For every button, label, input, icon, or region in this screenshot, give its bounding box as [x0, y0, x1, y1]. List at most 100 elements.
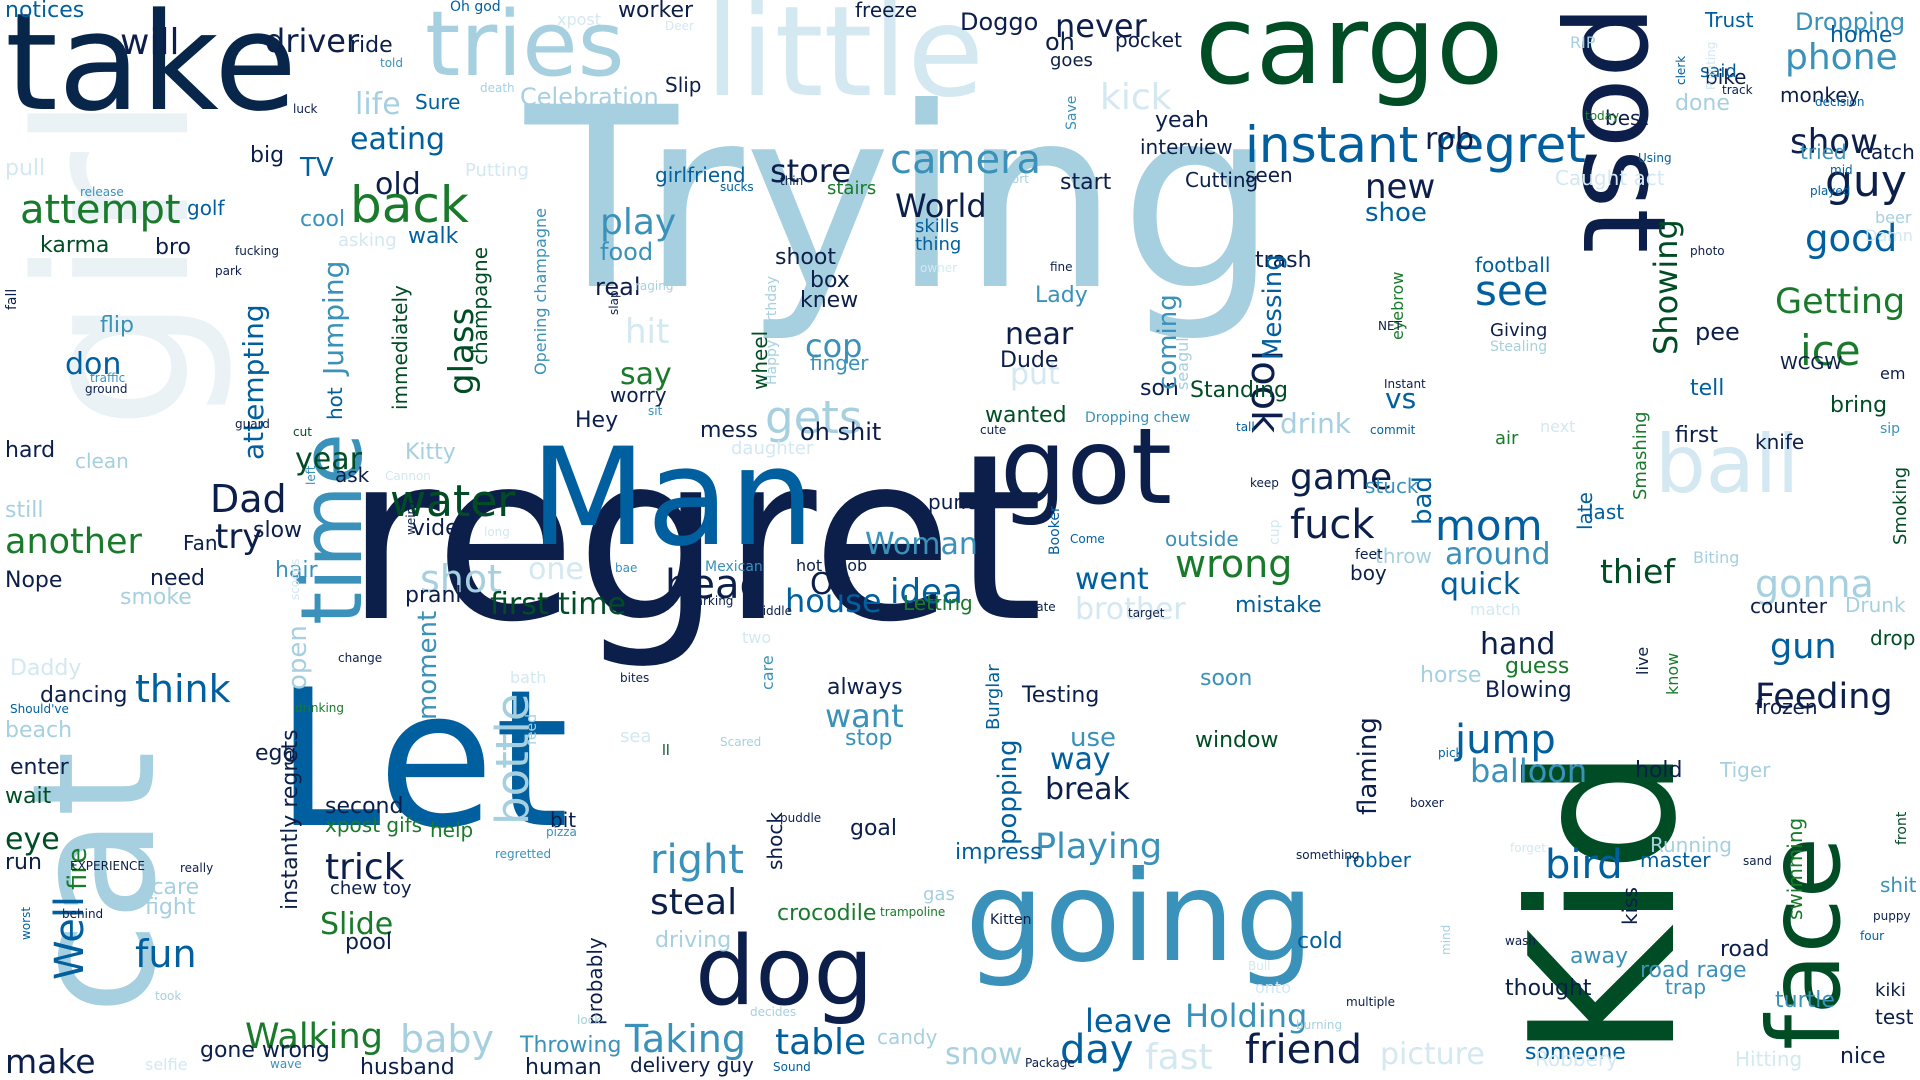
word-beach: beach — [5, 718, 73, 743]
word-oh-god: Oh god — [450, 0, 501, 15]
word-water: water — [390, 476, 516, 527]
word-know: know — [1663, 652, 1682, 695]
word-wave: wave — [270, 1057, 302, 1071]
word-xpost: xpost — [557, 10, 602, 29]
word-barking: barking — [688, 594, 734, 608]
word-turtle: turtle — [1775, 988, 1835, 1013]
word-kiss: kiss — [1618, 887, 1642, 925]
word-traffic: traffic — [90, 371, 126, 385]
word-ask: ask — [335, 463, 370, 487]
word-change: change — [338, 651, 383, 665]
word-ground: ground — [85, 382, 128, 396]
word-scared: Scared — [720, 735, 762, 749]
word-long: long — [484, 525, 510, 539]
word-big: big — [250, 143, 285, 168]
word-pizza: pizza — [546, 825, 577, 839]
word-drop: drop — [1870, 626, 1916, 650]
word-friend: friend — [1245, 1027, 1362, 1073]
word-opening-champagne: Opening champagne — [531, 208, 550, 375]
word-tried: tried — [1800, 140, 1847, 164]
word-fall: fall — [4, 288, 20, 310]
word-kiki: kiki — [1875, 980, 1906, 1001]
word-short: short — [998, 172, 1029, 186]
word-box: box — [810, 268, 850, 293]
word-stop: stop — [845, 726, 893, 751]
word-karma: karma — [40, 233, 110, 258]
word-save: Save — [1064, 95, 1080, 130]
word-weird: weird — [404, 502, 418, 535]
word-sucks: sucks — [720, 180, 754, 194]
word-said: said — [1700, 61, 1737, 82]
word-window: window — [1195, 728, 1279, 753]
word-goal: goal — [850, 816, 898, 841]
word-biting: Biting — [1693, 548, 1740, 567]
word-probably: probably — [583, 937, 607, 1025]
word-giving: Giving — [1490, 320, 1548, 341]
word-girlfriend: girlfriend — [655, 163, 746, 187]
word-two: two — [742, 628, 772, 647]
word-mistake: mistake — [1235, 593, 1322, 618]
word-behind: behind — [62, 907, 104, 921]
word-asking: asking — [338, 230, 397, 251]
word-trust: Trust — [1705, 8, 1754, 32]
word-showing: Showing — [1647, 219, 1685, 355]
word-woman: Woman — [865, 527, 978, 562]
word-ice: ice — [1800, 326, 1861, 375]
word-nice: nice — [1840, 1044, 1886, 1069]
word-bit: bit — [550, 808, 577, 832]
word-crocodile: crocodile — [777, 901, 877, 926]
word-sit: sit — [648, 404, 663, 418]
word-beer: beer — [1875, 208, 1912, 227]
word-death: death — [480, 81, 515, 95]
word-care: care — [758, 655, 777, 690]
word-gone-wrong: gone wrong — [200, 1038, 330, 1063]
word-freeze: freeze — [855, 0, 918, 22]
word-going: going — [965, 845, 1315, 990]
word-guard: guard — [235, 417, 270, 431]
word-wait: wait — [5, 784, 52, 809]
word-robber: robber — [1345, 848, 1411, 872]
word-hard: hard — [5, 438, 56, 463]
word-fine: fine — [1050, 260, 1073, 274]
word-lock: lock — [577, 1013, 602, 1027]
word-tries: tries — [425, 0, 625, 97]
word-done: done — [1675, 91, 1730, 116]
word-trying: Trying — [525, 54, 1279, 345]
word-dominate: Dominate — [997, 600, 1056, 614]
word-playing: Playing — [1035, 827, 1163, 867]
word-use: use — [1070, 723, 1117, 753]
word-slow: slow — [253, 518, 303, 543]
word-horse: horse — [1420, 663, 1482, 688]
word-dad: Dad — [210, 477, 287, 521]
word-live: live — [1633, 646, 1652, 675]
word-driver: driver — [265, 22, 360, 60]
word-burglar: Burglar — [983, 664, 1004, 730]
word-dude: Dude — [1000, 348, 1059, 373]
word-wcgw: WCGW — [1780, 353, 1843, 374]
word-clean: clean — [75, 449, 129, 473]
word-cut: cut — [293, 425, 312, 439]
word-fast: fast — [1145, 1037, 1213, 1078]
word-walking: Walking — [245, 1017, 383, 1057]
word-late: late — [1573, 492, 1597, 530]
word-told: told — [380, 56, 403, 70]
word-multiple: multiple — [1346, 995, 1396, 1009]
word-eating: eating — [350, 122, 445, 157]
word-sound: Sound — [773, 1060, 811, 1074]
word-bath: bath — [510, 668, 547, 687]
word-gets: gets — [765, 391, 863, 444]
word-prank: prank — [405, 583, 469, 608]
word-slip: Slip — [665, 73, 702, 97]
word-attempting: attempting — [237, 304, 270, 460]
word-worker: worker — [618, 0, 694, 23]
word-middle: middle — [751, 604, 792, 618]
word-pick: pick — [1438, 746, 1463, 760]
word-owner: owner — [920, 261, 958, 275]
word-punch: punch — [928, 490, 990, 514]
word-store: store — [770, 152, 851, 190]
word-robbery: Robbery — [1535, 1047, 1618, 1071]
word-holding: Holding — [1185, 997, 1308, 1035]
word-brother: brother — [1075, 592, 1186, 627]
word-bird: bird — [1545, 842, 1623, 888]
word-last: last — [1588, 500, 1625, 524]
